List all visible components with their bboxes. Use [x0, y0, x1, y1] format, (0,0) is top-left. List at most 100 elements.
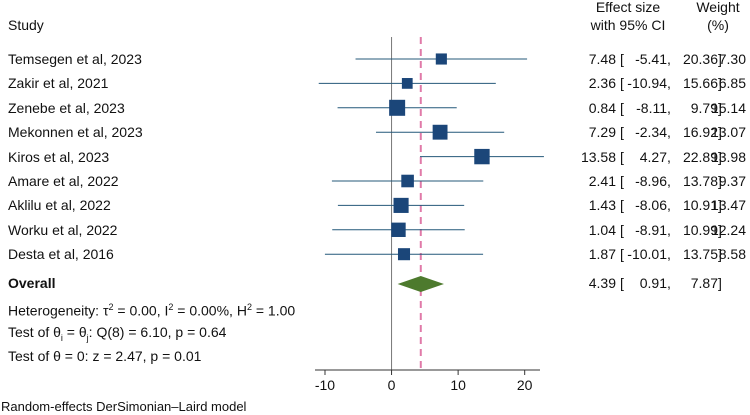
- study-es: 7.29: [588, 124, 616, 141]
- study-es: 1.87: [588, 246, 616, 263]
- study-ci-lower: -8.06: [635, 197, 667, 214]
- ci-comma: ,: [667, 99, 671, 116]
- effect-marker: [397, 248, 411, 261]
- bracket-close: ]: [718, 124, 722, 141]
- study-es: 7.48: [588, 51, 616, 67]
- study-weight: 8.58: [718, 246, 746, 263]
- study-weight: 12.24: [710, 221, 746, 238]
- effect-marker: [393, 197, 409, 213]
- footnote: Random-effects DerSimonian–Laird model: [1, 399, 247, 414]
- study-name: Worku et al, 2022: [8, 221, 118, 238]
- ci-comma: ,: [667, 173, 671, 189]
- study-name: Temsegen et al, 2023: [8, 51, 142, 67]
- study-ci-upper: 13.78: [682, 173, 718, 189]
- ci-comma: ,: [667, 221, 671, 238]
- overall-comma: ,: [667, 275, 671, 291]
- x-tick-label: -10: [314, 377, 336, 393]
- overall-es: 4.39: [588, 275, 616, 291]
- overall-hi: 7.87: [690, 275, 718, 291]
- study-name: Zenebe et al, 2023: [8, 99, 125, 116]
- ci-comma: ,: [667, 246, 671, 263]
- study-weight: 7.30: [718, 51, 746, 67]
- bracket-open: [: [620, 75, 624, 92]
- study-ci-lower: -10.01: [627, 246, 667, 263]
- study-ci-lower: -8.11: [636, 99, 667, 116]
- overall-lo: 0.91: [639, 275, 667, 291]
- header-weight-unit: (%): [707, 17, 729, 33]
- study-es: 0.84: [588, 99, 616, 116]
- study-name: Kiros et al, 2023: [8, 148, 110, 165]
- study-weight: 9.37: [718, 173, 746, 189]
- bracket-open: [: [620, 99, 624, 116]
- study-ci-lower: -10.94: [627, 75, 667, 92]
- study-ci-upper: 16.92: [682, 124, 718, 141]
- study-ci-upper: 20.36: [682, 51, 718, 67]
- study-ci-upper: 10.99: [682, 221, 718, 238]
- study-ci-lower: 4.27: [639, 148, 667, 165]
- effect-marker: [401, 174, 414, 188]
- study-ci-lower: -2.34: [635, 124, 667, 141]
- ci-comma: ,: [667, 75, 671, 92]
- effect-marker: [474, 148, 490, 165]
- ci-comma: ,: [667, 148, 671, 165]
- effect-test: Test of θ = 0: z = 2.47, p = 0.01: [8, 348, 202, 364]
- overall-bracket-open: [: [620, 275, 624, 291]
- bracket-open: [: [620, 246, 624, 263]
- header-effect-size: Effect size: [595, 0, 661, 15]
- bracket-open: [: [620, 51, 624, 67]
- effect-marker: [391, 222, 406, 237]
- heterogeneity-text: Heterogeneity: τ2 = 0.00, I2 = 0.00%, H2…: [8, 302, 296, 319]
- study-name: Aklilu et al, 2022: [8, 197, 111, 214]
- bracket-close: ]: [718, 173, 722, 189]
- overall-diamond: [397, 276, 444, 292]
- study-name: Amare et al, 2022: [8, 173, 119, 189]
- study-ci-upper: 22.89: [682, 148, 718, 165]
- study-name: Desta et al, 2016: [8, 246, 114, 263]
- study-es: 1.43: [588, 197, 616, 214]
- study-es: 2.36: [588, 75, 616, 92]
- study-name: Zakir et al, 2021: [8, 75, 109, 92]
- bracket-close: ]: [718, 246, 722, 263]
- x-tick-label: 20: [516, 377, 533, 393]
- effect-marker: [401, 78, 413, 89]
- study-weight: 6.85: [718, 75, 746, 92]
- ci-comma: ,: [667, 51, 671, 67]
- study-es: 1.04: [588, 221, 616, 238]
- study-weight: 13.47: [710, 197, 746, 214]
- bracket-close: ]: [718, 221, 722, 238]
- overall-label: Overall: [8, 275, 56, 291]
- effect-marker: [432, 124, 448, 140]
- study-name: Mekonnen et al, 2023: [8, 124, 143, 141]
- bracket-close: ]: [718, 75, 722, 92]
- homogeneity-test: Test of θi = θj: Q(8) = 6.10, p = 0.64: [8, 324, 227, 343]
- effect-marker: [435, 53, 447, 65]
- ci-comma: ,: [667, 197, 671, 214]
- study-weight: 15.14: [710, 99, 746, 116]
- bracket-open: [: [620, 221, 624, 238]
- header-weight: Weight: [696, 0, 740, 15]
- study-ci-upper: 9.79: [690, 99, 718, 116]
- bracket-close: ]: [718, 99, 722, 116]
- study-ci-lower: -8.91: [635, 221, 667, 238]
- bracket-close: ]: [718, 148, 722, 165]
- bracket-open: [: [620, 173, 624, 189]
- ci-comma: ,: [667, 124, 671, 141]
- study-ci-lower: -8.96: [635, 173, 667, 189]
- study-ci-upper: 15.66: [682, 75, 718, 92]
- study-es: 13.58: [580, 148, 616, 165]
- bracket-open: [: [620, 124, 624, 141]
- bracket-close: ]: [718, 51, 722, 67]
- bracket-open: [: [620, 148, 624, 165]
- bracket-open: [: [620, 197, 624, 214]
- overall-bracket-close: ]: [718, 275, 722, 291]
- study-ci-lower: -5.41: [635, 51, 667, 67]
- study-ci-upper: 13.75: [682, 246, 718, 263]
- effect-marker: [389, 99, 406, 116]
- study-es: 2.41: [588, 173, 616, 189]
- bracket-close: ]: [718, 197, 722, 214]
- x-tick-label: 10: [450, 377, 466, 393]
- header-study: Study: [8, 17, 44, 33]
- study-weight: 13.98: [710, 148, 746, 165]
- study-ci-upper: 10.91: [682, 197, 718, 214]
